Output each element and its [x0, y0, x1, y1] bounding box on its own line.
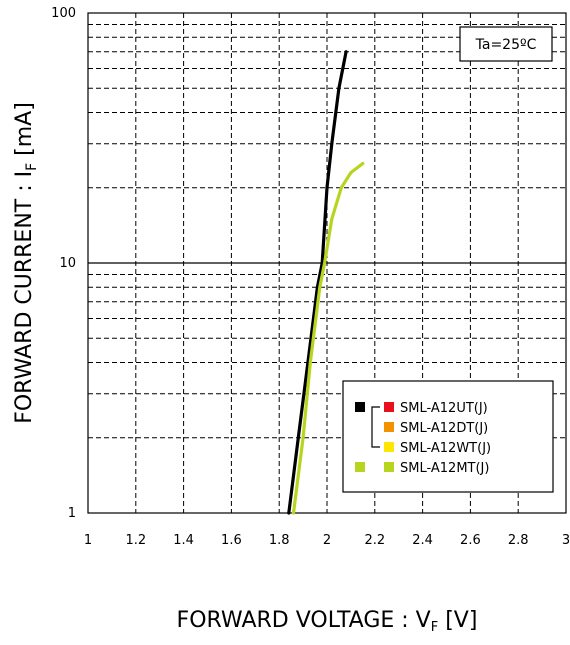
- y-tick-label: 100: [51, 6, 76, 21]
- legend-group-marker: [355, 402, 365, 412]
- legend-box: [342, 380, 554, 493]
- x-tick-label: 2.2: [364, 533, 385, 548]
- series-line-2: [291, 161, 365, 515]
- legend-swatch: [384, 462, 394, 472]
- y-tick-label: 10: [59, 256, 76, 271]
- legend: SML-A12UT(J) SML-A12DT(J) SML-A12WT(J) SML-…: [342, 380, 554, 493]
- y-tick-label: 1: [68, 506, 76, 521]
- x-tick-label: 1.2: [125, 533, 146, 548]
- y-axis-label: FORWARD CURRENT : IF [mA]: [12, 102, 40, 424]
- x-tick-label: 1.6: [221, 533, 242, 548]
- series-layer: [287, 50, 365, 515]
- legend-label: SML-A12DT(J): [400, 421, 488, 436]
- x-tick-label: 1.4: [173, 533, 194, 548]
- x-tick-label: 1: [84, 533, 92, 548]
- x-tick-label: 2: [323, 533, 331, 548]
- condition-annotation: Ta=25ºC: [459, 26, 553, 62]
- x-tick-label: 2.6: [460, 533, 481, 548]
- tick-layer: 1 1.2 1.4 1.6 1.8 2 2.2 2.4 2.6 2.8 3 1 10 100: [51, 6, 570, 548]
- legend-label: SML-A12MT(J): [400, 461, 489, 476]
- plot-border: [87, 12, 567, 514]
- legend-swatch: [384, 442, 394, 452]
- x-tick-label: 3: [562, 533, 570, 548]
- y-axis-label-sub: F: [24, 163, 40, 171]
- x-axis-label-sub: F: [430, 620, 439, 635]
- legend-label: SML-A12UT(J): [400, 401, 488, 416]
- grid: [88, 13, 566, 513]
- x-axis-label: FORWARD VOLTAGE : VF [V]: [88, 608, 566, 635]
- legend-label: SML-A12WT(J): [400, 441, 491, 456]
- svg-text:FORWARD CURRENT : IF [mA]: FORWARD CURRENT : IF [mA]: [12, 102, 40, 424]
- x-tick-label: 1.8: [269, 533, 290, 548]
- legend-swatch: [384, 422, 394, 432]
- series-line-1: [287, 50, 348, 515]
- x-axis-label-text: FORWARD VOLTAGE : V: [176, 608, 431, 633]
- x-tick-label: 2.8: [508, 533, 529, 548]
- y-axis-label-unit: [mA]: [12, 102, 37, 163]
- x-tick-label: 2.4: [412, 533, 433, 548]
- legend-group-marker: [355, 462, 365, 472]
- y-axis-label-text: FORWARD CURRENT : I: [12, 171, 37, 424]
- condition-annotation-text: Ta=25ºC: [475, 37, 537, 53]
- x-axis-label-unit: [V]: [438, 608, 478, 633]
- legend-bracket: [371, 406, 380, 448]
- legend-swatch: [384, 402, 394, 412]
